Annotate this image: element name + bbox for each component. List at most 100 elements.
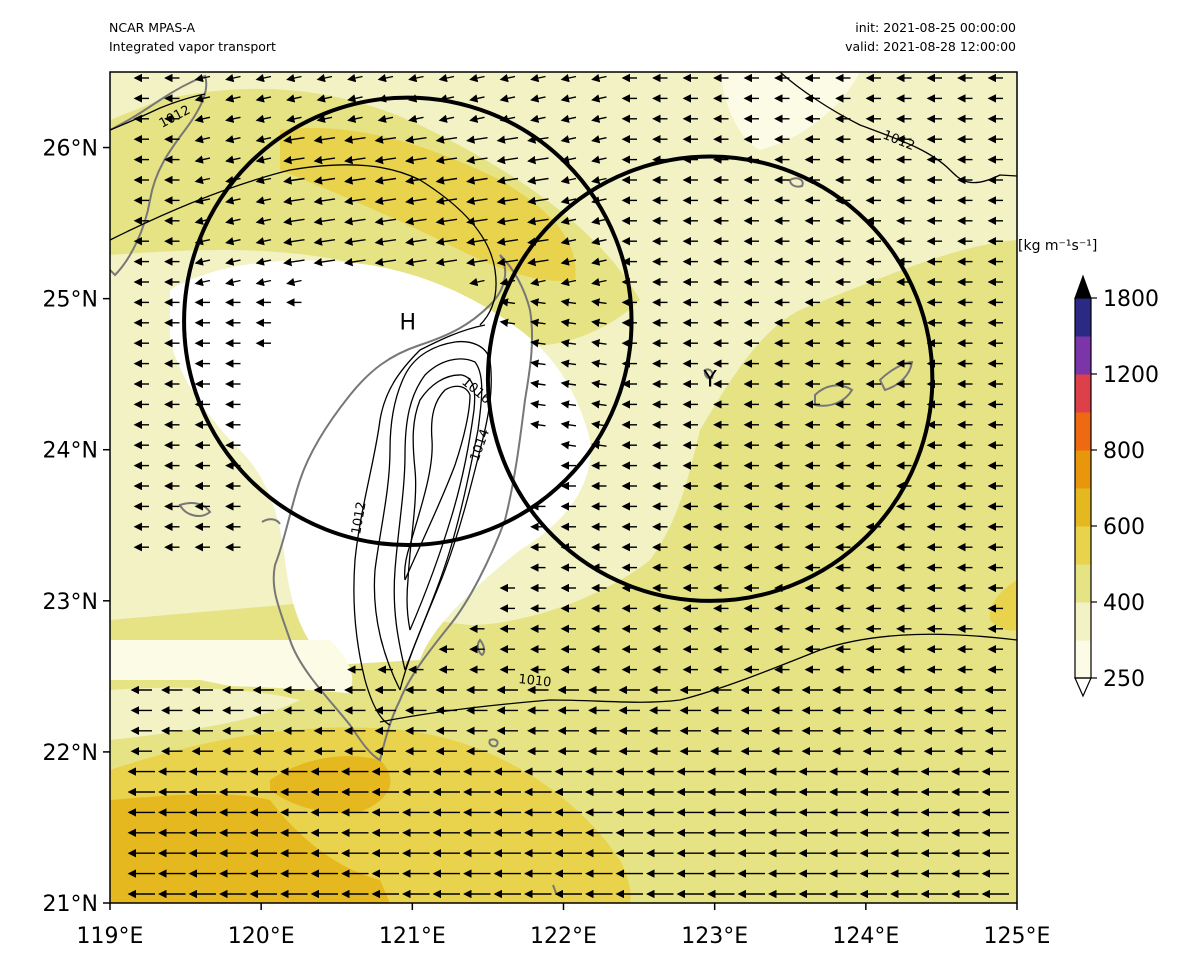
y-tick-label: 22°N [43,741,98,766]
ivt-arrow [255,155,272,164]
ivt-arrow [283,196,305,206]
circle-y [485,154,935,603]
ivt-arrow [405,155,427,165]
ivt-arrow [374,176,397,185]
ivt-arrow [283,257,305,267]
colorbar-extend-max [1074,274,1092,299]
ivt-arrow [344,237,366,246]
ivt-arrow [469,277,485,287]
colorbar-segment [1075,640,1091,679]
ivt-arrow [344,155,366,165]
ivt-arrow [560,441,577,450]
colorbar-segment [1075,564,1091,603]
ivt-arrow [560,359,577,368]
ivt-shading [110,72,1017,903]
ivt-arrow [591,114,607,123]
ivt-arrow [560,216,577,225]
ivt-arrow [225,237,241,246]
ivt-arrow [225,94,241,103]
colorbar-tick-label: 250 [1103,667,1145,692]
ivt-arrow [405,217,427,226]
ivt-arrow [313,217,336,226]
ivt-arrow [560,237,577,246]
x-axis: 119°E 120°E 121°E 122°E 123°E 124°E 125°E [77,903,1050,949]
ivt-arrow [560,73,577,83]
colorbar-segment [1075,336,1091,375]
ivt-arrow [530,420,546,429]
colorbar-tick-label: 600 [1103,515,1145,540]
ivt-arrow [283,217,305,226]
ivt-arrow [560,420,577,429]
ivt-arrow [560,94,577,103]
valid-time: valid: 2021-08-28 12:00:00 [845,39,1016,54]
ivt-arrow [591,135,607,144]
ivt-arrow [225,196,241,205]
ivt-arrow [466,257,488,267]
colorbar-segment [1075,298,1091,337]
colorbar-tick-label: 400 [1103,591,1145,616]
y-axis: 21°N 22°N 23°N 24°N 25°N 26°N [43,137,110,917]
ivt-arrow [405,196,427,206]
x-tick-label: 119°E [77,924,144,949]
ivt-arrow [591,359,607,368]
ivt-arrow [469,73,485,83]
ivt-arrow [466,196,488,206]
ivt-arrow [194,135,211,144]
ivt-arrow [499,94,516,103]
ivt-arrow [286,94,302,103]
ivt-arrow [374,237,397,246]
ivt-arrow [591,379,607,389]
y-tick-label: 24°N [43,439,98,464]
ivt-arrow [344,135,366,144]
init-time: init: 2021-08-25 00:00:00 [855,20,1016,35]
ivt-arrow [374,135,397,144]
colorbar: 250 400 600 800 1200 1800 [1074,274,1159,698]
ivt-arrow [496,155,519,165]
ivt-arrow [527,155,549,165]
ivt-arrow [435,217,458,226]
ivt-arrow [560,318,577,327]
ivt-arrow [225,135,241,144]
ivt-arrow [405,237,427,246]
ivt-arrow [255,94,272,103]
ivt-arrow [225,216,241,225]
ivt-arrow [466,237,488,246]
ivt-arrow [591,155,607,164]
ivt-arrow [283,135,305,144]
ivt-arrow [344,196,366,206]
ivt-arrow [408,73,424,83]
ivt-arrow [530,277,546,287]
ivt-arrow [496,257,519,267]
ivt-arrow [313,135,336,144]
ivt-arrow [255,216,272,225]
ivt-arrow [591,216,607,225]
ivt-arrow [438,73,455,83]
ivt-arrow [255,135,272,144]
x-tick-label: 123°E [681,924,748,949]
ivt-arrow [194,94,211,103]
ivt-arrow [591,400,607,409]
ivt-arrow [591,318,607,327]
ivt-arrow [530,298,546,307]
ivt-arrow [496,176,519,185]
ivt-arrow [344,176,366,185]
ivt-arrow [466,155,488,165]
x-tick-label: 124°E [832,924,899,949]
ivt-arrow [527,257,549,267]
ivt-arrow [283,155,305,165]
ivt-arrow [560,257,577,266]
ivt-arrow [435,196,458,206]
ivt-arrow [405,176,427,185]
circle-y-label: Y [702,368,717,393]
ivt-arrow [435,237,458,246]
ivt-arrow [560,277,577,287]
colorbar-outline [1074,297,1092,679]
ivt-arrow [496,196,519,206]
ivt-arrow [286,114,302,123]
ivt-arrow [591,339,607,348]
ivt-arrow [435,257,458,267]
ivt-arrow [435,155,458,165]
ivt-arrow [313,237,336,246]
ivt-arrow [374,217,397,226]
ivt-arrow [405,135,427,144]
